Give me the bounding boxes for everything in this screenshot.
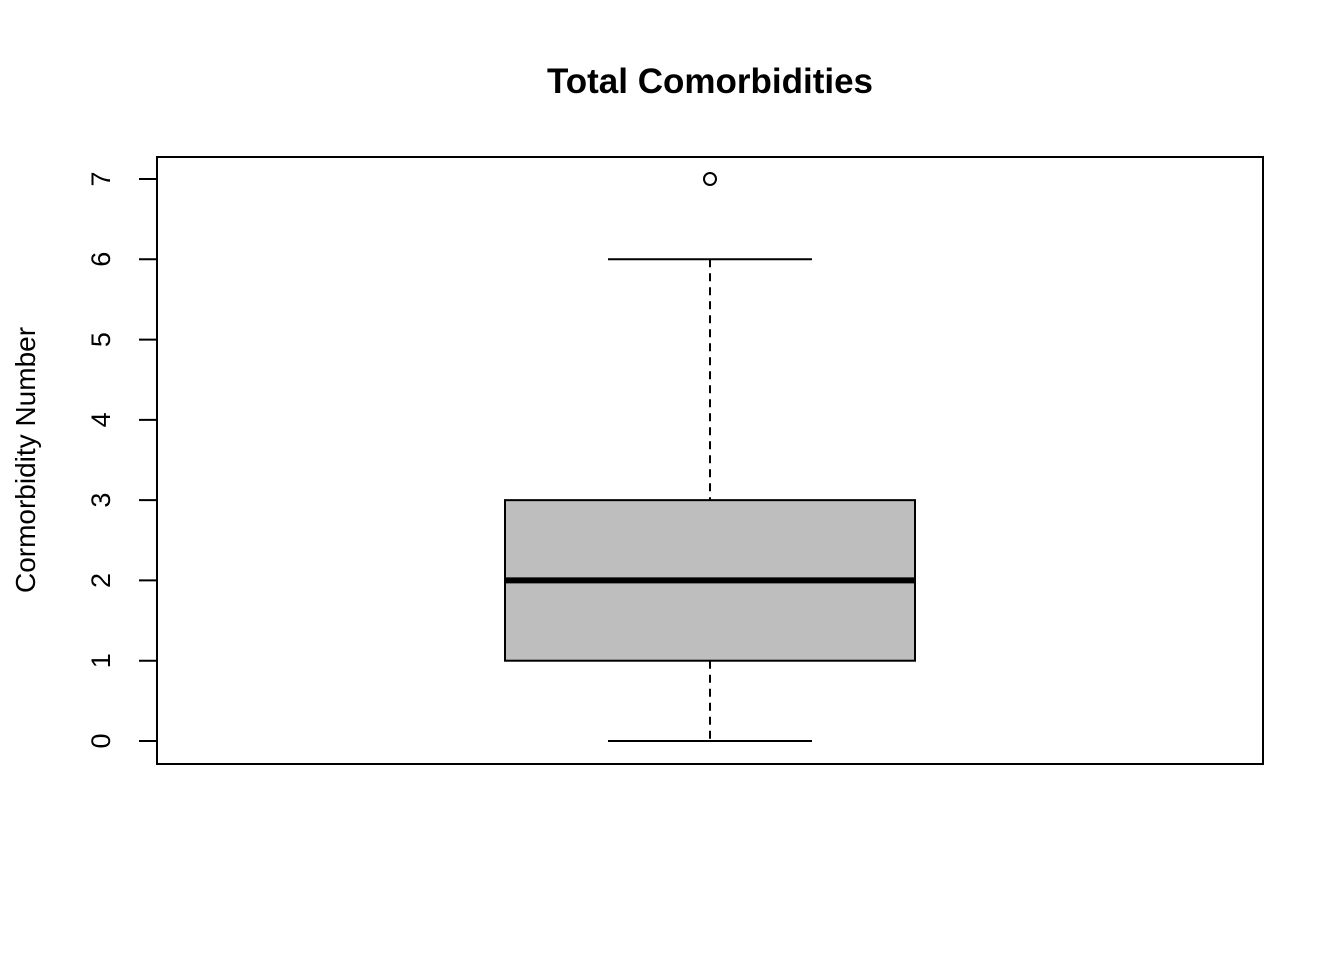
y-tick-label: 1 (86, 653, 116, 668)
y-tick-label: 7 (86, 171, 116, 186)
y-tick-label: 0 (86, 733, 116, 748)
y-tick-label: 5 (86, 332, 116, 347)
y-tick-label: 6 (86, 252, 116, 267)
y-tick-label: 3 (86, 493, 116, 508)
y-axis-ticks: 0 1 2 3 4 5 6 7 (86, 171, 157, 749)
y-tick-label: 2 (86, 573, 116, 588)
y-tick-label: 4 (86, 412, 116, 427)
box-element (504, 172, 916, 742)
outlier-point (703, 172, 717, 186)
chart-title: Total Comorbidities (547, 62, 873, 101)
y-axis-label: Cormorbidity Number (10, 327, 41, 593)
